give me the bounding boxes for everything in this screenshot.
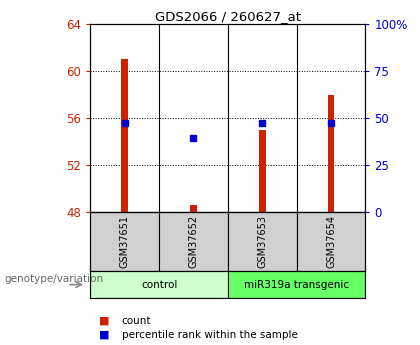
Text: GSM37651: GSM37651: [120, 215, 130, 268]
Bar: [190, 205, 197, 212]
Text: ■: ■: [99, 330, 109, 339]
Text: GSM37653: GSM37653: [257, 215, 267, 268]
Text: ■: ■: [99, 316, 109, 326]
Text: genotype/variation: genotype/variation: [4, 275, 103, 284]
Bar: [259, 130, 266, 212]
Bar: [228, 271, 365, 298]
Bar: [90, 271, 228, 298]
Text: control: control: [141, 280, 177, 289]
Text: GSM37652: GSM37652: [189, 215, 199, 268]
Text: miR319a transgenic: miR319a transgenic: [244, 280, 349, 289]
Title: GDS2066 / 260627_at: GDS2066 / 260627_at: [155, 10, 301, 23]
Bar: [121, 59, 128, 212]
Bar: [228, 212, 297, 271]
Text: GSM37654: GSM37654: [326, 215, 336, 268]
Text: count: count: [122, 316, 151, 326]
Bar: [159, 212, 228, 271]
Text: percentile rank within the sample: percentile rank within the sample: [122, 330, 298, 339]
Bar: [328, 95, 334, 212]
Bar: [90, 212, 159, 271]
Bar: [297, 212, 365, 271]
